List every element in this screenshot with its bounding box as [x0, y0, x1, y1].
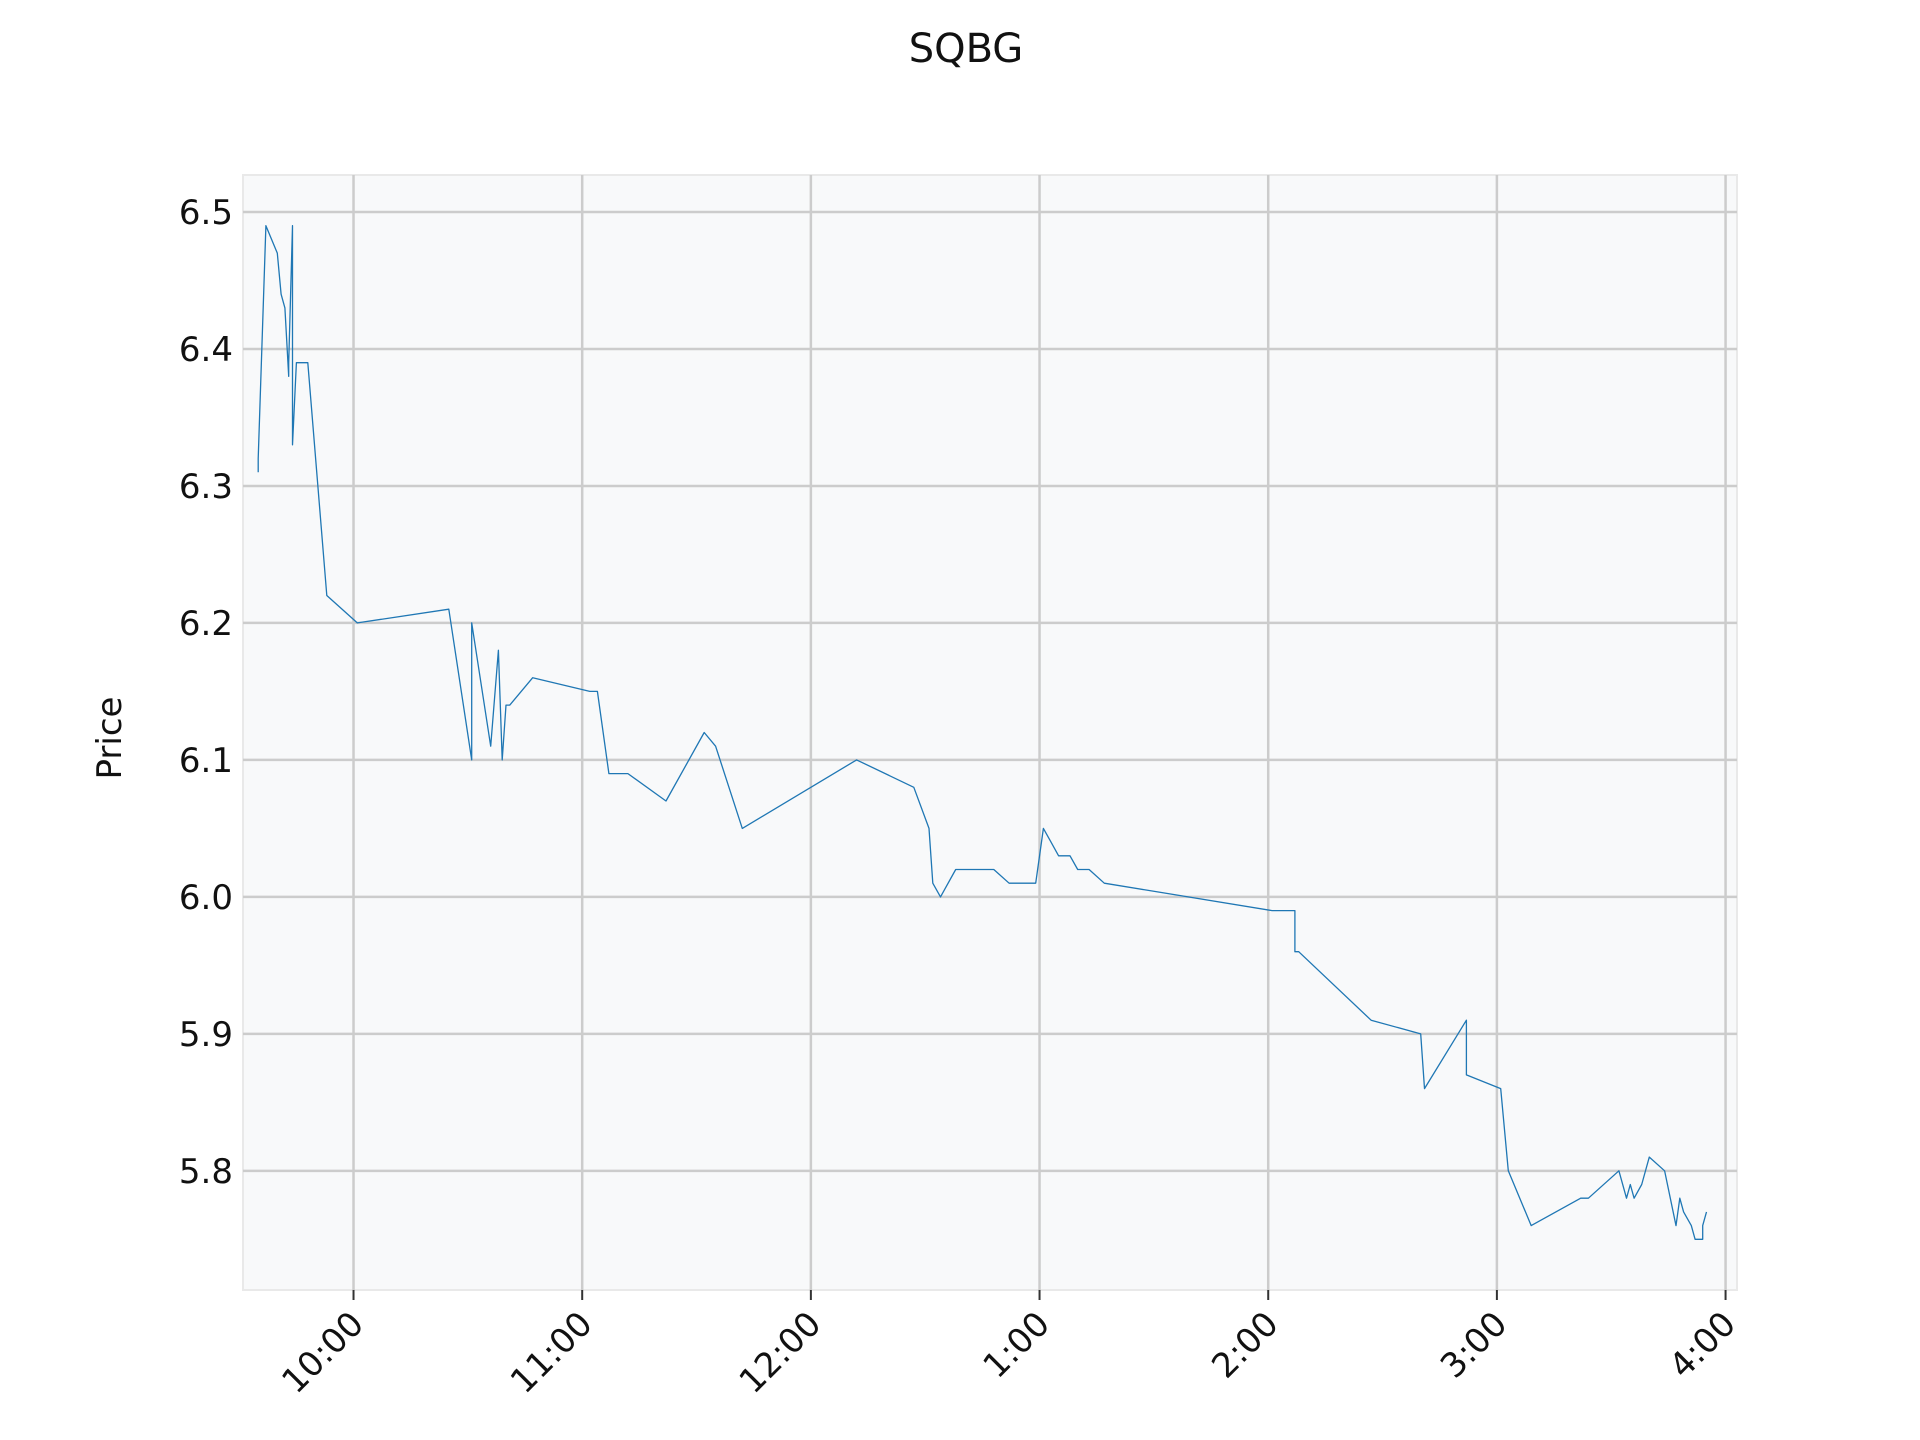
y-tick-label: 6.5 [179, 193, 233, 233]
x-tick-label: 2:00 [1204, 1304, 1286, 1386]
x-tick-label: 10:00 [274, 1304, 372, 1402]
x-tick-label: 12:00 [732, 1304, 830, 1402]
y-tick-label: 6.4 [179, 330, 233, 370]
y-tick-label: 6.0 [179, 878, 233, 918]
y-tick-label: 5.8 [179, 1152, 233, 1192]
y-tick-label: 6.1 [179, 741, 233, 781]
x-tick-label: 1:00 [976, 1304, 1058, 1386]
grid [243, 175, 1737, 1290]
chart-title: SQBG [909, 26, 1024, 72]
y-tick-label: 5.9 [179, 1015, 233, 1055]
x-tick-label: 4:00 [1662, 1304, 1744, 1386]
y-tick-label: 6.3 [179, 467, 233, 507]
y-axis-label: Price [90, 697, 130, 780]
x-tick-label: 3:00 [1433, 1304, 1515, 1386]
x-tick-label: 11:00 [503, 1304, 601, 1402]
y-tick-label: 6.2 [179, 604, 233, 644]
price-line [257, 225, 1708, 1240]
